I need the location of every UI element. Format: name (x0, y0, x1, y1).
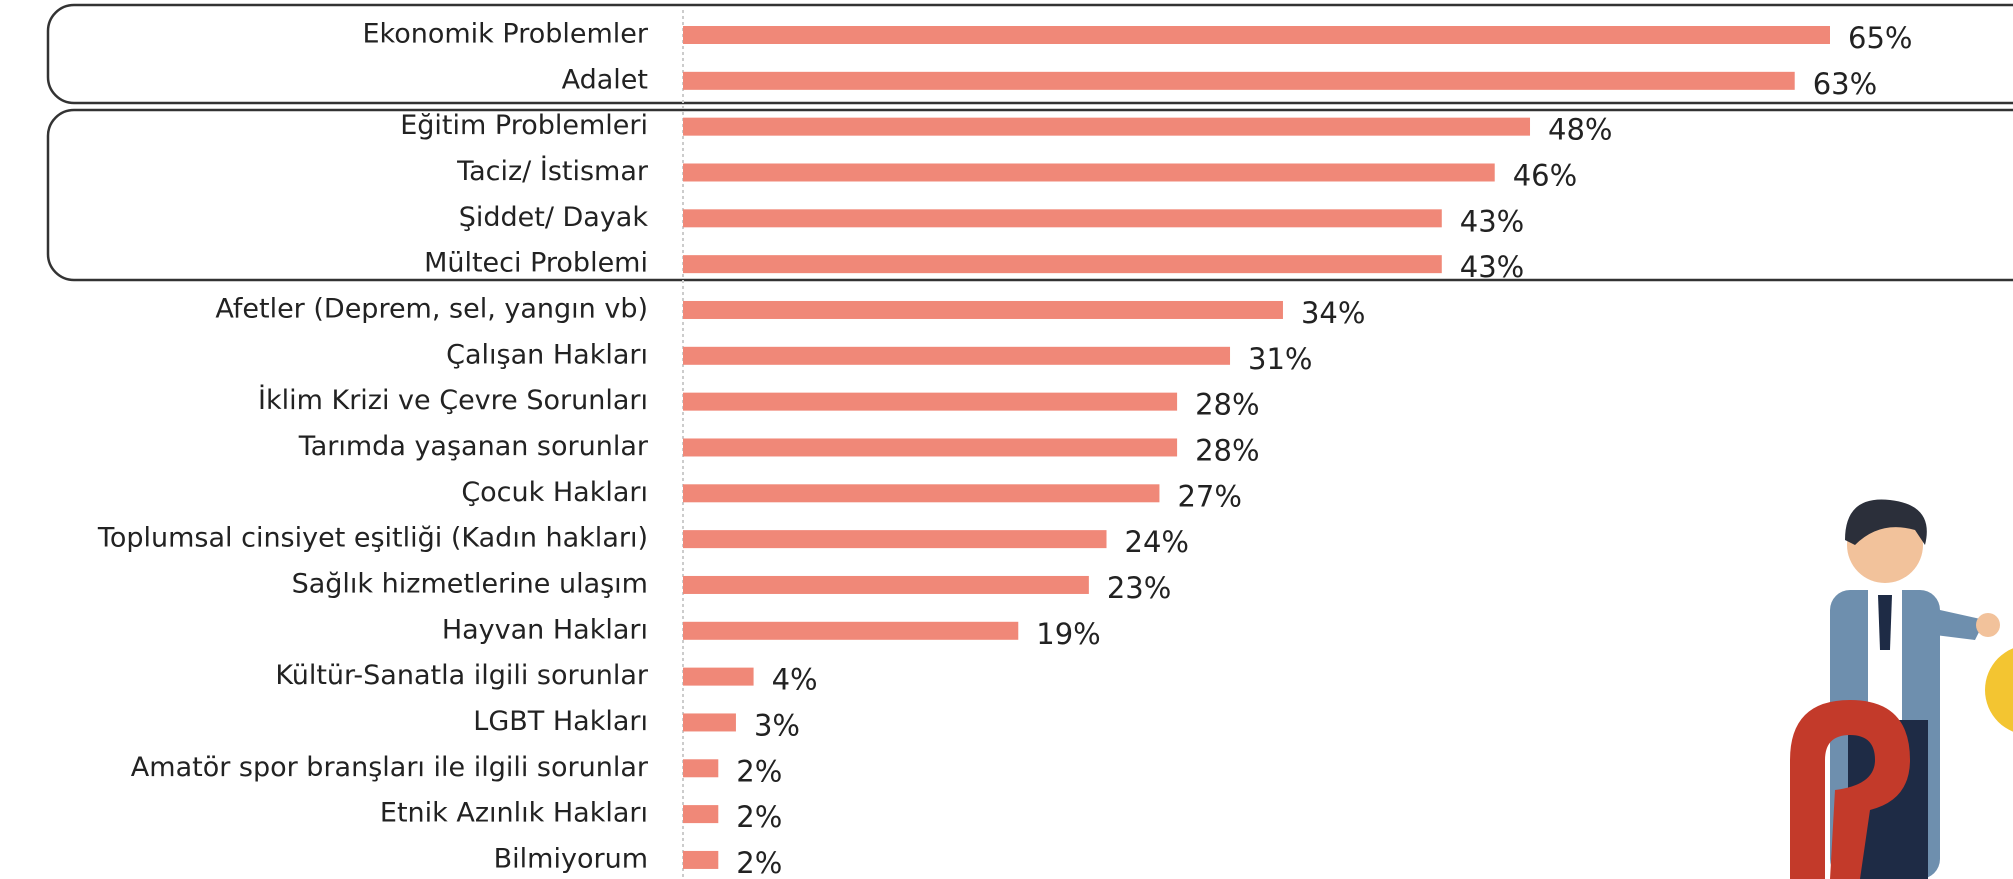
bar (683, 621, 1019, 640)
bar (683, 530, 1107, 549)
bar (683, 667, 754, 686)
bar (683, 346, 1231, 365)
bar (683, 300, 1283, 319)
bar (683, 71, 1795, 90)
category-label: Tarımda yaşanan sorunlar (298, 431, 649, 462)
value-label: 2% (736, 846, 782, 879)
value-label: 27% (1177, 479, 1241, 513)
value-label: 46% (1513, 158, 1577, 192)
bar (683, 438, 1178, 457)
value-label: 2% (736, 800, 782, 834)
bar (683, 713, 736, 732)
value-label: 28% (1195, 433, 1259, 467)
category-label: Şiddet/ Dayak (459, 202, 649, 233)
category-label: İklim Krizi ve Çevre Sorunları (258, 384, 648, 416)
bar (683, 209, 1442, 228)
category-label: Mülteci Problemi (424, 248, 648, 279)
category-label: LGBT Hakları (473, 706, 648, 737)
category-label: Sağlık hizmetlerine ulaşım (292, 568, 648, 599)
bar (683, 759, 719, 778)
value-label: 23% (1107, 571, 1171, 605)
value-label: 43% (1460, 250, 1524, 284)
category-label: Ekonomik Problemler (362, 19, 648, 50)
category-label: Eğitim Problemleri (400, 110, 648, 141)
category-label: Kültür-Sanatla ilgili sorunlar (275, 660, 649, 691)
category-label: Afetler (Deprem, sel, yangın vb) (215, 293, 648, 324)
category-label: Amatör spor branşları ile ilgili sorunla… (131, 752, 649, 783)
value-label: 63% (1813, 67, 1877, 101)
category-label: Çalışan Hakları (446, 339, 648, 370)
bar (683, 117, 1531, 136)
value-label: 65% (1848, 21, 1912, 55)
bar (683, 26, 1830, 44)
bar (683, 850, 719, 869)
bar (683, 163, 1495, 182)
bar (683, 805, 719, 824)
category-label: Adalet (562, 64, 648, 95)
category-label: Hayvan Hakları (442, 614, 648, 645)
bar (683, 575, 1089, 594)
category-label: Toplumsal cinsiyet eşitliği (Kadın hakla… (97, 523, 648, 554)
category-label: Bilmiyorum (494, 843, 648, 874)
category-label: Etnik Azınlık Hakları (380, 798, 648, 829)
value-label: 48% (1548, 113, 1612, 147)
value-label: 31% (1248, 342, 1312, 376)
category-label: Taciz/ İstismar (456, 155, 649, 187)
bar (683, 484, 1160, 503)
value-label: 43% (1460, 204, 1524, 238)
illustration (1790, 499, 2013, 879)
bar (683, 392, 1178, 411)
category-label: Çocuk Hakları (461, 477, 648, 508)
highlight-box (46, 108, 2013, 282)
value-label: 3% (754, 708, 800, 742)
value-label: 2% (736, 754, 782, 788)
highlight-box (46, 3, 2013, 105)
bar (683, 255, 1442, 274)
value-label: 28% (1195, 388, 1259, 422)
value-label: 24% (1125, 525, 1189, 559)
value-label: 4% (772, 663, 818, 697)
value-label: 34% (1301, 296, 1365, 330)
value-label: 19% (1036, 617, 1100, 651)
